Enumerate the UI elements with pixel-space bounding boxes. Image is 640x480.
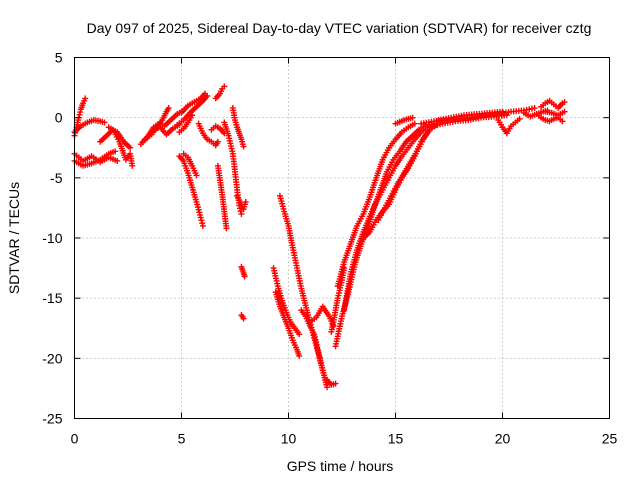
data-point — [193, 172, 200, 179]
x-tick-label: 10 — [281, 431, 297, 447]
axis-ticks: 0 5 10 15 20 25 -25 -20 -15 -10 -5 0 5 — [42, 50, 617, 447]
x-tick-label: 5 — [178, 431, 186, 447]
data-point — [240, 315, 247, 322]
data-point — [516, 115, 523, 122]
data-marks — [71, 83, 568, 391]
chart-title: Day 097 of 2025, Sidereal Day-to-day VTE… — [87, 20, 592, 36]
data-point — [202, 90, 209, 97]
data-point — [332, 380, 339, 387]
data-point — [101, 119, 108, 126]
data-point — [114, 157, 121, 164]
data-point — [76, 111, 83, 118]
y-tick-label: -10 — [42, 230, 62, 246]
x-tick-label: 25 — [602, 431, 618, 447]
y-tick-label: -5 — [50, 170, 63, 186]
y-tick-label: -20 — [42, 350, 62, 366]
data-point — [499, 108, 506, 115]
data-point — [324, 384, 331, 391]
data-point — [240, 143, 247, 150]
data-point — [221, 83, 228, 90]
y-tick-label: -15 — [42, 290, 62, 306]
data-point — [296, 352, 303, 359]
data-point — [77, 109, 84, 116]
y-tick-label: 5 — [55, 50, 63, 66]
data-point — [561, 99, 568, 106]
data-point — [238, 210, 245, 217]
grid-lines — [74, 57, 610, 419]
data-point — [561, 108, 568, 115]
data-point — [559, 118, 566, 125]
data-point — [241, 273, 248, 280]
data-point — [503, 112, 510, 119]
x-tick-label: 0 — [71, 431, 79, 447]
data-point — [411, 120, 418, 127]
data-point — [198, 217, 205, 224]
data-point — [409, 114, 416, 121]
data-point — [296, 331, 303, 338]
y-tick-label: 0 — [55, 110, 63, 126]
data-point — [214, 138, 221, 145]
data-point — [127, 144, 134, 151]
x-tick-label: 15 — [388, 431, 404, 447]
data-point — [129, 162, 136, 169]
data-point — [223, 225, 230, 232]
x-axis-label: GPS time / hours — [287, 458, 394, 474]
x-tick-label: 20 — [495, 431, 511, 447]
data-point — [112, 148, 119, 155]
data-point — [531, 105, 538, 112]
data-point — [199, 220, 206, 227]
data-point — [199, 222, 206, 229]
data-point — [82, 95, 89, 102]
y-tick-label: -25 — [42, 411, 62, 427]
data-point — [197, 214, 204, 221]
data-point — [242, 198, 249, 205]
data-point — [189, 112, 196, 119]
y-axis-label: SDTVAR / TECUs — [6, 182, 22, 294]
data-point — [165, 105, 172, 112]
